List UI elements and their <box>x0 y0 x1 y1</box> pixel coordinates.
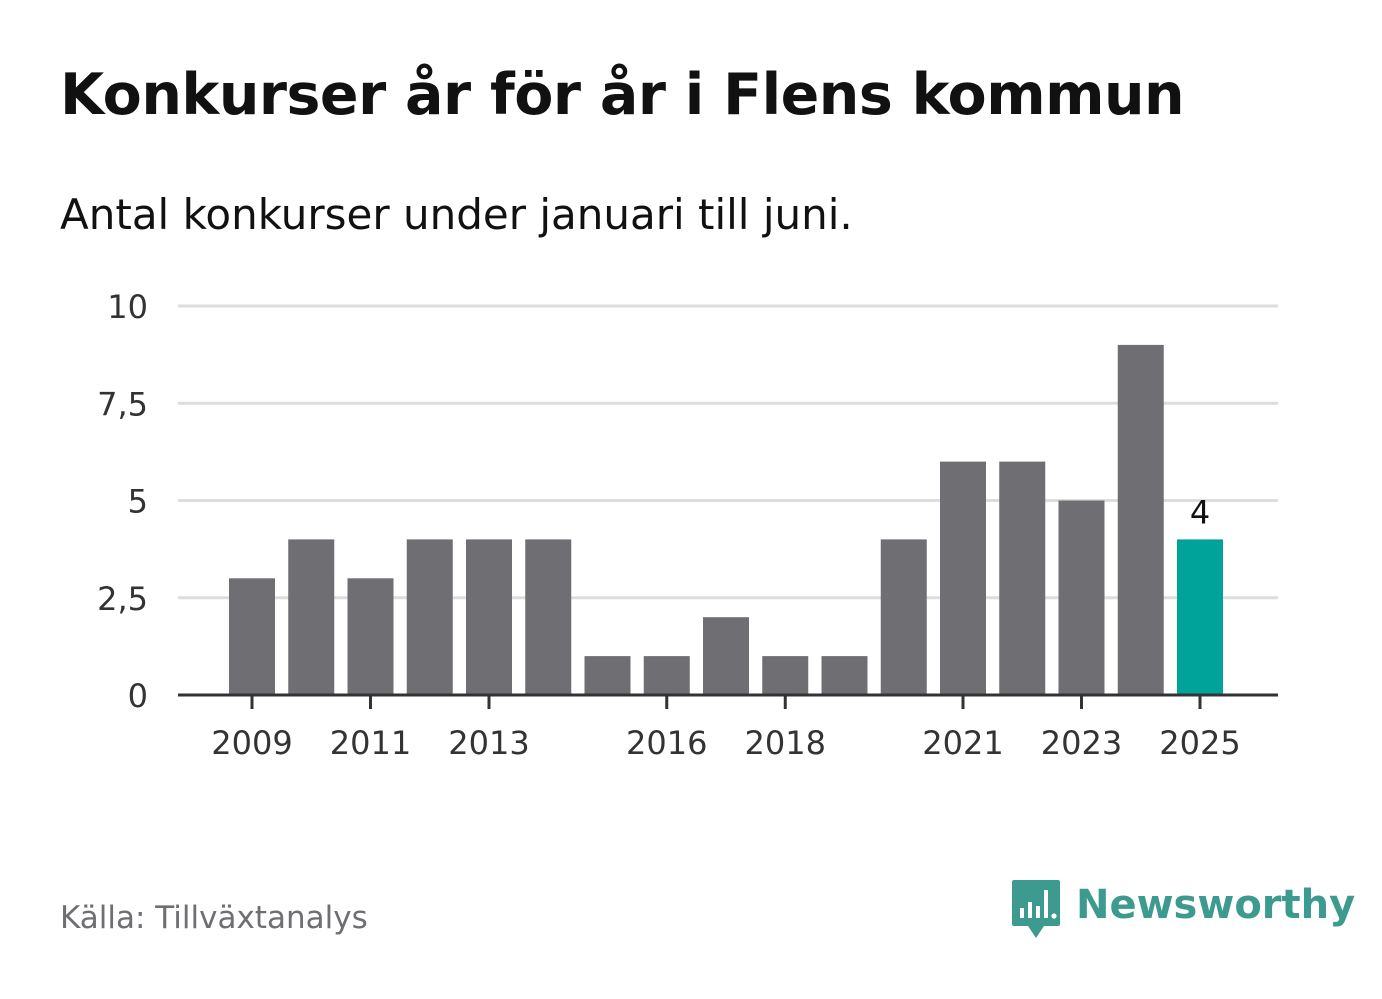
x-tick-label: 2023 <box>1041 724 1122 762</box>
bar <box>584 656 631 695</box>
bar-chart: 0 2,5 5 7,5 10 2009 2011 2013 2016 2018 2021 2023 20… <box>97 288 1278 762</box>
bar <box>406 539 453 695</box>
bar <box>347 578 394 695</box>
y-tick-label: 0 <box>128 677 148 715</box>
y-tick-label: 2,5 <box>97 580 148 618</box>
bar <box>1058 500 1105 695</box>
x-tick-label: 2011 <box>330 724 411 762</box>
data-label: 4 <box>1190 493 1210 531</box>
newsworthy-logo-icon <box>1012 880 1060 938</box>
y-tick-label: 10 <box>107 288 148 326</box>
y-tick-label: 5 <box>128 483 148 521</box>
x-tick-label: 2021 <box>922 724 1003 762</box>
bar <box>821 656 868 695</box>
x-tick-label: 2016 <box>626 724 707 762</box>
brand-logo: Newsworthy <box>1010 878 1355 940</box>
bar <box>288 539 335 695</box>
bar <box>762 656 809 695</box>
chart-title: Konkurser år för år i Flens kommun <box>60 62 1185 128</box>
bar <box>643 656 690 695</box>
x-tick-label: 2013 <box>448 724 529 762</box>
bar <box>880 539 927 695</box>
bar <box>1117 344 1164 695</box>
bar <box>1177 539 1223 695</box>
x-tick-label: 2018 <box>745 724 826 762</box>
bar <box>466 539 512 695</box>
bar <box>999 461 1046 695</box>
source-note: Källa: Tillväxtanalys <box>60 900 368 936</box>
brand-name: Newsworthy <box>1076 882 1356 928</box>
bar <box>229 578 275 695</box>
bar <box>525 539 572 695</box>
bar <box>703 617 749 695</box>
x-tick-label: 2009 <box>211 724 292 762</box>
y-tick-label: 7,5 <box>97 385 148 423</box>
bar <box>940 461 986 695</box>
chart-subtitle: Antal konkurser under januari till juni. <box>60 190 853 239</box>
x-tick-label: 2025 <box>1159 724 1240 762</box>
